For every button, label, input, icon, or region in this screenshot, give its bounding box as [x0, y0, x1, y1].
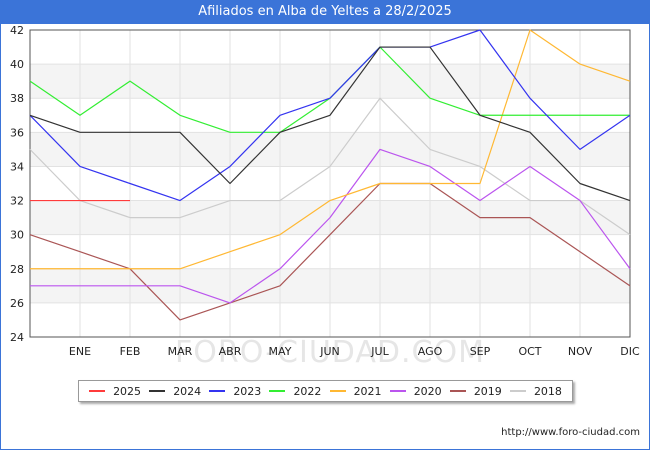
y-tick-label: 32	[10, 195, 24, 208]
x-tick-label: ABR	[219, 345, 242, 358]
source-url[interactable]: http://www.foro-ciudad.com	[501, 427, 640, 438]
series-line-2021	[30, 29, 631, 270]
legend-swatch	[509, 390, 526, 392]
legend-label: 2021	[353, 384, 382, 398]
y-tick-label: 38	[10, 92, 24, 105]
x-tick-label: JUL	[370, 345, 389, 358]
legend-swatch	[449, 390, 466, 392]
y-tick-label: 40	[10, 58, 24, 71]
legend-swatch	[209, 390, 226, 392]
legend-swatch	[329, 390, 346, 392]
x-tick-label: MAR	[168, 345, 193, 358]
chart-title: Afiliados en Alba de Yeltes a 28/2/2025	[0, 0, 650, 24]
x-tick-label: AGO	[418, 345, 443, 358]
x-tick-label: FEB	[120, 345, 141, 358]
legend-swatch	[269, 390, 286, 392]
y-tick-label: 24	[10, 331, 24, 344]
legend-item-2021: 2021	[329, 384, 382, 398]
x-tick-label: NOV	[568, 345, 593, 358]
series-line-2024	[29, 46, 631, 202]
y-tick-label: 28	[10, 263, 24, 276]
x-tick-label: DIC	[620, 345, 640, 358]
legend-swatch	[389, 390, 406, 392]
legend-swatch	[149, 390, 166, 392]
legend-item-2020: 2020	[389, 384, 442, 398]
legend-swatch	[89, 390, 106, 392]
axes	[29, 29, 631, 338]
plot-area-border	[29, 29, 631, 338]
y-tick-label: 26	[10, 297, 24, 310]
x-tick-label: OCT	[518, 345, 541, 358]
y-tick-label: 36	[10, 126, 24, 139]
legend-item-2023: 2023	[209, 385, 261, 398]
legend-label: 2024	[173, 384, 202, 398]
legend-label: 2018	[533, 384, 562, 398]
y-tick-label: 42	[10, 24, 24, 37]
x-tick-label: ENE	[69, 345, 91, 358]
legend-item-2018: 2018	[509, 384, 562, 398]
legend-item-2025: 2025	[89, 385, 141, 398]
legend-label: 2020	[413, 384, 442, 398]
legend-label: 2023	[233, 384, 262, 398]
watermark-text: FORO-CIUDAD.COM	[175, 335, 485, 370]
legend-item-2024: 2024	[149, 385, 201, 398]
y-tick-label: 30	[10, 229, 24, 242]
series-line-2018	[29, 97, 631, 236]
legend-item-2022: 2022	[269, 385, 321, 398]
x-tick-label: MAY	[269, 345, 292, 358]
y-tick-labels: 24 26 28 30 32 34 36 38 40 42	[10, 24, 24, 344]
x-tick-label: JUN	[319, 345, 340, 358]
x-tick-label: SEP	[470, 345, 491, 358]
series-lines	[29, 29, 631, 321]
series-line-2023	[29, 29, 631, 202]
series-line-2020	[30, 148, 631, 304]
legend-label: 2019	[473, 384, 502, 398]
legend: 2025 2024 2023 2022 2021 2020 2019 2018	[78, 380, 573, 402]
y-tick-label: 34	[10, 160, 24, 173]
x-tick-labels: ENE FEB MAR ABR MAY JUN JUL AGO SEP OCT NOV DIC	[69, 345, 640, 358]
legend-item-2019: 2019	[449, 384, 502, 398]
legend-label: 2025	[113, 384, 142, 398]
legend-label: 2022	[293, 384, 322, 398]
